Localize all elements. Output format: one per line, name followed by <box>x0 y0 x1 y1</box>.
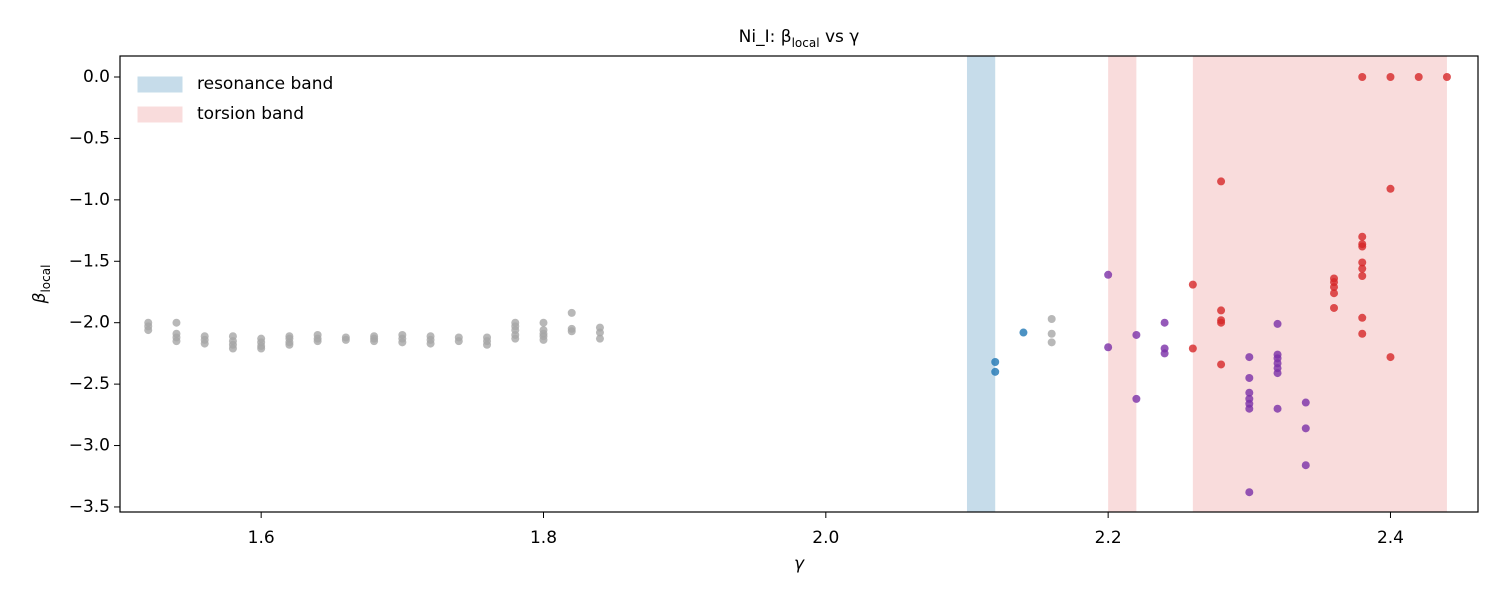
point <box>1217 306 1226 315</box>
legend-swatch <box>137 76 183 93</box>
band <box>1192 56 1447 512</box>
point <box>1358 313 1367 322</box>
point <box>313 337 322 346</box>
point <box>539 318 548 327</box>
point <box>1330 283 1339 292</box>
y-tick-label: −0.5 <box>69 128 110 148</box>
point <box>172 337 181 346</box>
point <box>595 334 604 343</box>
point <box>1330 303 1339 312</box>
point <box>1273 369 1282 378</box>
point <box>1104 270 1113 279</box>
x-tick-label: 2.0 <box>812 528 839 548</box>
y-tick-label: −2.5 <box>69 374 110 394</box>
point <box>991 367 1000 376</box>
y-label-text: β <box>30 292 50 304</box>
legend-swatch <box>137 106 183 123</box>
point <box>144 326 153 335</box>
point <box>1104 343 1113 352</box>
point <box>1273 404 1282 413</box>
point <box>285 340 294 349</box>
point <box>1132 394 1141 403</box>
x-axis-label: γ <box>794 554 805 574</box>
point <box>1245 388 1254 397</box>
point <box>1217 360 1226 369</box>
point <box>1245 353 1254 362</box>
y-tick-label: −2.0 <box>69 313 110 333</box>
point <box>567 308 576 317</box>
y-tick-label: −3.5 <box>69 497 110 517</box>
point <box>1358 242 1367 251</box>
point <box>1160 318 1169 327</box>
point <box>172 318 181 327</box>
point <box>991 358 1000 367</box>
band <box>1108 56 1137 512</box>
point <box>341 335 350 344</box>
point <box>1132 330 1141 339</box>
point <box>1047 329 1056 338</box>
point <box>1358 258 1367 267</box>
point <box>228 344 237 353</box>
point <box>1330 289 1339 298</box>
point <box>370 337 379 346</box>
point <box>1188 344 1197 353</box>
title-subscript: local <box>792 36 820 50</box>
y-axis-label: βlocal <box>30 265 53 305</box>
point <box>1217 177 1226 186</box>
legend-label: torsion band <box>197 104 304 124</box>
point <box>1386 73 1395 82</box>
x-tick-label: 1.6 <box>248 528 275 548</box>
point <box>1160 349 1169 358</box>
point <box>426 339 435 348</box>
plot-area <box>144 56 1451 512</box>
point <box>1245 373 1254 382</box>
point <box>1019 328 1028 337</box>
point <box>483 340 492 349</box>
y-tick-label: −3.0 <box>69 436 110 456</box>
point <box>567 327 576 336</box>
point <box>1217 318 1226 327</box>
x-tick-label: 2.2 <box>1095 528 1122 548</box>
point <box>1047 338 1056 347</box>
point <box>1358 329 1367 338</box>
point <box>1245 404 1254 413</box>
point <box>1301 398 1310 407</box>
point <box>1358 264 1367 273</box>
chart-title: Ni_I: βlocal vs γ <box>739 27 860 50</box>
point <box>539 335 548 344</box>
point <box>1047 315 1056 324</box>
title-text: Ni_I: β <box>739 27 792 47</box>
point <box>257 344 266 353</box>
point <box>1414 73 1423 82</box>
point <box>1386 184 1395 193</box>
point <box>1358 73 1367 82</box>
point <box>1386 353 1395 362</box>
point <box>1442 73 1451 82</box>
plot-frame <box>119 55 1479 513</box>
point <box>1358 232 1367 241</box>
point <box>1188 280 1197 289</box>
y-label-subscript: local <box>39 265 53 293</box>
point <box>1358 272 1367 281</box>
point <box>1245 488 1254 497</box>
point <box>454 337 463 346</box>
point <box>1273 319 1282 328</box>
y-tick-label: 0.0 <box>83 67 110 87</box>
point <box>1301 424 1310 433</box>
point <box>200 339 209 348</box>
x-tick-label: 1.8 <box>530 528 557 548</box>
y-tick-label: −1.5 <box>69 251 110 271</box>
point <box>398 338 407 347</box>
point <box>1301 461 1310 470</box>
title-suffix: vs γ <box>820 27 860 47</box>
band <box>966 56 996 512</box>
point <box>595 328 604 337</box>
y-tick-label: −1.0 <box>69 190 110 210</box>
legend-label: resonance band <box>197 74 333 94</box>
x-tick-label: 2.4 <box>1377 528 1404 548</box>
point <box>511 334 520 343</box>
